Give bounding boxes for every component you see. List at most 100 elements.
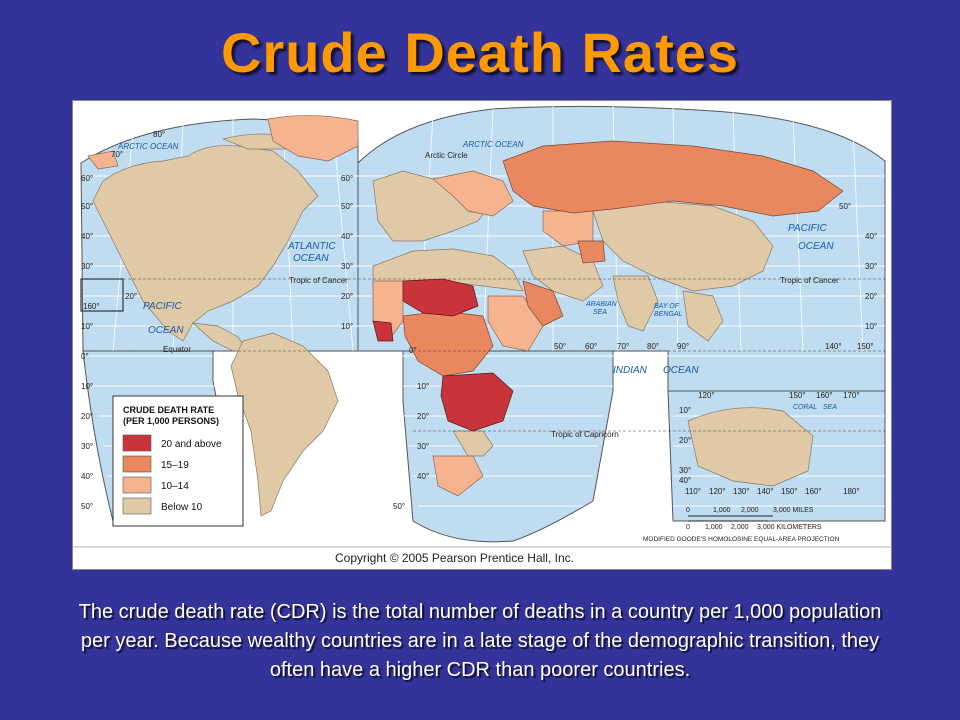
pacific-ocean-right-1: PACIFIC (788, 223, 827, 234)
lat-tick-left: 80° (153, 130, 165, 139)
lat-tick-left: 20° (125, 292, 137, 301)
europe-east (432, 170, 514, 217)
land-15-19 (402, 140, 844, 377)
legend-label-20-above: 20 and above (161, 439, 222, 450)
south-america (230, 332, 339, 517)
lon-tick: 50° (554, 342, 566, 351)
inset-lat: 30° (679, 466, 691, 475)
china-asia (592, 200, 774, 292)
tropic-of-cancer-left: Tropic of Cancer (289, 276, 348, 285)
inset-bottom-lon: 160° (805, 487, 822, 496)
west-africa-red (372, 320, 394, 342)
tropic-of-cancer-right: Tropic of Cancer (780, 276, 839, 285)
lat-tick-left: 20° (81, 412, 93, 421)
lat-ticks-left: 80° 70° 60° 50° 40° 30° 20° 10° 0° 10° 2… (81, 130, 165, 511)
slide-caption: The crude death rate (CDR) is the total … (78, 601, 882, 681)
scale-mi-tick: 3,000 MILES (773, 507, 814, 514)
india (612, 275, 659, 332)
lat-tick-mid: 0° (409, 346, 417, 355)
pacific-ocean-left-1: PACIFIC (143, 301, 182, 312)
reference-lines (83, 278, 885, 432)
legend-label-10-14: 10–14 (161, 481, 189, 492)
box-160-label: 160° (83, 302, 100, 311)
projection-label: MODIFIED GOODE'S HOMOLOSINE EQUAL-AREA P… (643, 536, 840, 543)
scale-mi-tick: 2,000 (741, 507, 759, 514)
lon-tick: 150° (857, 342, 874, 351)
lat-tick-left: 40° (81, 232, 93, 241)
lon-tick: 80° (647, 342, 659, 351)
legend-title-2: (PER 1,000 PERSONS) (123, 416, 219, 426)
greenland (267, 115, 359, 162)
pacific-ocean-right-2: OCEAN (798, 241, 834, 252)
arctic-ocean-right: ARCTIC OCEAN (462, 140, 524, 149)
pacific-ocean-left-2: OCEAN (148, 325, 184, 336)
equator-label: Equator (163, 345, 191, 354)
inset-lat: 40° (679, 476, 691, 485)
lat-tick-left: 50° (81, 202, 93, 211)
australia (687, 407, 814, 487)
lat-tick-mid: 20° (417, 412, 429, 421)
southern-africa-red (440, 372, 514, 432)
north-america (92, 145, 319, 342)
legend-swatch-15-19 (122, 455, 152, 473)
atlantic-ocean-1: ATLANTIC (287, 241, 336, 252)
scale-bar: 0 1,000 2,000 3,000 MILES 0 1,000 2,000 … (686, 507, 822, 531)
lat-tick-mid: 10° (341, 322, 353, 331)
inset-top-lon: 120° (698, 391, 715, 400)
legend-swatch-10-14 (122, 476, 152, 494)
indian-ocean-2: OCEAN (663, 365, 699, 376)
lat-tick-mid: 50° (393, 502, 405, 511)
lat-tick-mid: 40° (417, 472, 429, 481)
scale-mi-tick: 1,000 (713, 507, 731, 514)
scale-km-tick: 0 (686, 524, 690, 531)
arabian-sea-1: ARABIAN (585, 301, 618, 308)
lat-tick-mid: 10° (417, 382, 429, 391)
line-labels: Arctic Circle Tropic of Cancer Tropic of… (163, 151, 839, 439)
inset-top-lon: 160° (816, 391, 833, 400)
atlantic-ocean-2: OCEAN (293, 253, 329, 264)
scale-km-tick: 1,000 (705, 524, 723, 531)
lon-tick: 90° (677, 342, 689, 351)
lat-tick-right: 10° (865, 322, 877, 331)
lon-tick: 70° (617, 342, 629, 351)
tropic-of-capricorn-label: Tropic of Capricorn (551, 430, 619, 439)
copyright-text: Copyright © 2005 Pearson Prentice Hall, … (335, 551, 574, 565)
land-below-10 (92, 133, 814, 517)
lat-tick-right: 40° (865, 232, 877, 241)
hawaii-inset-box (80, 278, 124, 312)
inset-bottom-lon: 150° (781, 487, 798, 496)
slide-title: Crude Death Rates (220, 21, 740, 84)
afghanistan (577, 240, 606, 264)
inset-bottom-lon: 180° (843, 487, 860, 496)
indian-ocean-1: INDIAN (613, 365, 648, 376)
lat-tick-right: 50° (839, 202, 851, 211)
inset-bottom-lon: 140° (757, 487, 774, 496)
russia (502, 140, 844, 217)
bay-of-bengal-2: BENGAL (654, 311, 683, 318)
bay-of-bengal-1: BAY OF (654, 303, 680, 310)
legend-swatch-below-10 (122, 497, 152, 515)
scale-km-tick: 2,000 (731, 524, 749, 531)
lon-ticks: 50° 60° 70° 80° 90° 140° 150° (554, 342, 874, 351)
inset-bottom-lon: 120° (709, 487, 726, 496)
lat-tick-mid: 50° (341, 202, 353, 211)
lat-tick-mid: 60° (341, 174, 353, 183)
lat-tick-left: 30° (81, 442, 93, 451)
ocean-labels: ARCTIC OCEAN ARCTIC OCEAN ATLANTIC OCEAN… (117, 140, 837, 411)
horn-africa (522, 280, 564, 327)
lat-tick-mid: 40° (341, 232, 353, 241)
lat-ticks-mid: 60° 50° 40° 30° 20° 10° 0° 10° 20° 30° 4… (341, 174, 429, 511)
inset-lat: 20° (679, 436, 691, 445)
inset-bottom-lon: 130° (733, 487, 750, 496)
coral-sea-1: CORAL (793, 404, 817, 411)
arabian-sea-2: SEA (593, 309, 607, 316)
lat-tick-mid: 30° (417, 442, 429, 451)
lat-tick-left: 50° (81, 502, 93, 511)
land-10-14 (87, 115, 594, 497)
inset-top-lon: 170° (843, 391, 860, 400)
south-africa (432, 455, 484, 497)
world-map: 160° ARCTIC OCEAN ARCTIC OCEAN ATLANTIC … (73, 104, 891, 565)
southeast-asia (682, 290, 724, 342)
lat-tick-left: 0° (81, 352, 89, 361)
lat-tick-left: 30° (81, 262, 93, 271)
